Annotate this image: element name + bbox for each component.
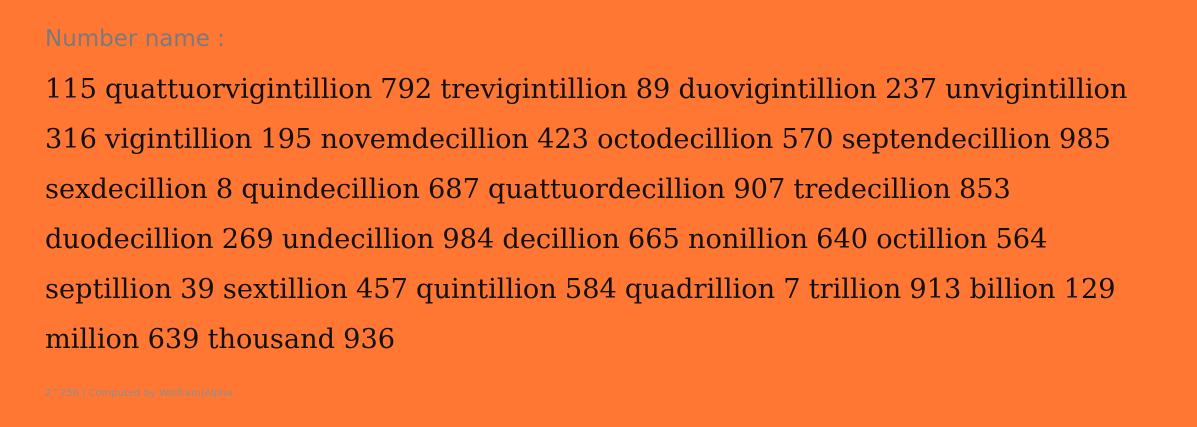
number-name-text: 115 quattuorvigintillion 792 trevigintil… xyxy=(45,74,1128,355)
attribution-footer: 2^256 | Computed by Wolfram|Alpha xyxy=(45,388,233,399)
result-card: Number name : 115 quattuorvigintillion 7… xyxy=(45,22,1165,399)
pod-title: Number name : xyxy=(45,26,225,52)
